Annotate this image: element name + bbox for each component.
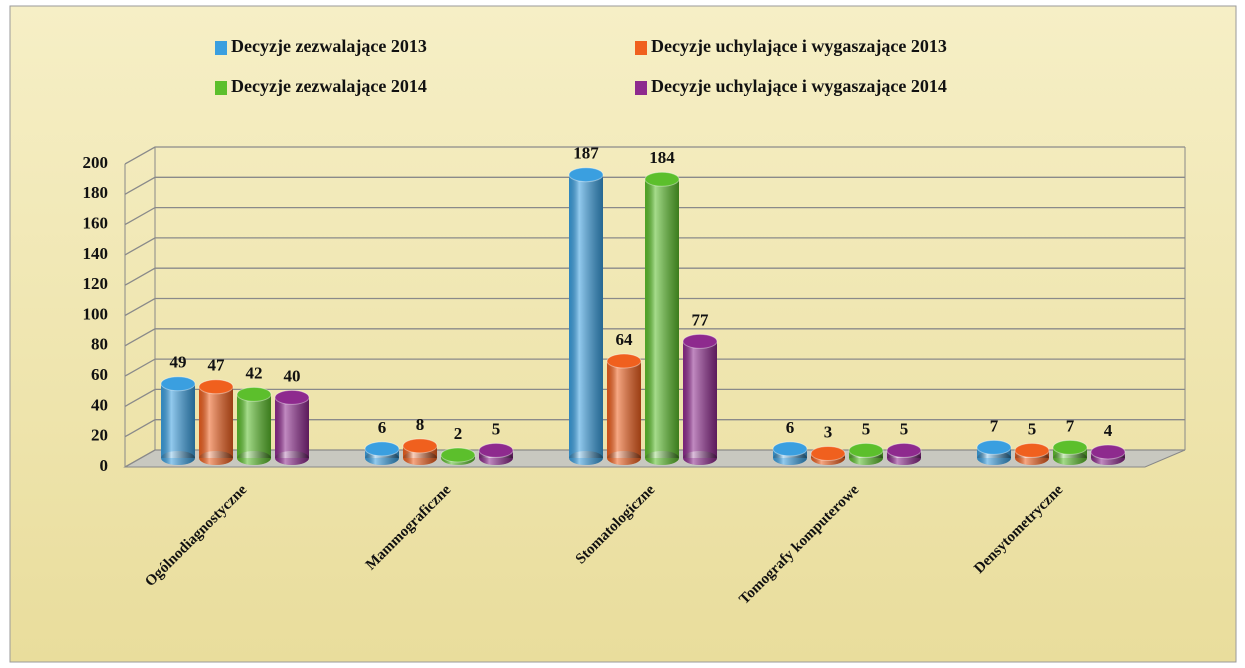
data-label: 5 bbox=[492, 419, 501, 438]
legend-swatch bbox=[215, 81, 227, 95]
y-tick-label: 100 bbox=[83, 304, 109, 323]
bar-top bbox=[1052, 439, 1088, 455]
y-tick-label: 160 bbox=[83, 214, 109, 233]
y-tick-label: 40 bbox=[91, 395, 108, 414]
bar-top bbox=[364, 441, 400, 457]
data-label: 6 bbox=[378, 418, 387, 437]
y-tick-label: 120 bbox=[83, 274, 109, 293]
bar-top bbox=[772, 441, 808, 457]
y-tick-label: 200 bbox=[83, 153, 109, 172]
bar-base-shade bbox=[403, 451, 437, 465]
data-label: 6 bbox=[786, 418, 795, 437]
grid-line bbox=[124, 419, 1185, 438]
grid-line bbox=[124, 328, 1185, 347]
bar-top bbox=[236, 386, 272, 402]
y-tick-label: 80 bbox=[91, 335, 108, 354]
bar-shade bbox=[275, 397, 309, 458]
bar-shade bbox=[607, 361, 641, 458]
bar-shade bbox=[161, 383, 195, 458]
data-label: 7 bbox=[1066, 416, 1075, 435]
data-label: 3 bbox=[824, 422, 833, 441]
data-label: 64 bbox=[616, 330, 634, 349]
grid-line bbox=[124, 358, 1185, 377]
y-tick-label: 20 bbox=[91, 426, 108, 445]
bar-shade bbox=[237, 394, 271, 458]
legend-swatch bbox=[215, 41, 227, 55]
grid-line bbox=[124, 267, 1185, 286]
bar-top bbox=[810, 445, 846, 461]
bar-base-shade bbox=[645, 451, 679, 465]
bar-top bbox=[886, 442, 922, 458]
data-label: 5 bbox=[900, 419, 909, 438]
data-label: 40 bbox=[284, 366, 301, 385]
grid-line bbox=[124, 297, 1185, 317]
data-label: 187 bbox=[573, 144, 599, 163]
data-label: 7 bbox=[990, 416, 999, 435]
grid-line bbox=[124, 388, 1185, 407]
bar-top bbox=[682, 333, 718, 349]
bar-top bbox=[1090, 444, 1126, 460]
data-label: 4 bbox=[1104, 421, 1113, 440]
bar-top bbox=[440, 447, 476, 463]
y-tick-label: 0 bbox=[100, 456, 109, 475]
bar-base-shade bbox=[607, 451, 641, 465]
bar-top bbox=[976, 439, 1012, 455]
bar-top bbox=[402, 438, 438, 454]
chart-area bbox=[9, 5, 1237, 663]
bar-top bbox=[274, 389, 310, 405]
data-label: 49 bbox=[170, 353, 187, 372]
bar-top bbox=[160, 376, 196, 392]
bar-base-shade bbox=[569, 451, 603, 465]
grid-line bbox=[124, 206, 1185, 226]
y-tick-label: 180 bbox=[83, 183, 109, 202]
grid-line bbox=[124, 237, 1185, 256]
y-tick-label: 140 bbox=[83, 244, 109, 263]
data-label: 184 bbox=[649, 148, 675, 167]
y-tick-label: 60 bbox=[91, 365, 108, 384]
legend-label: Decyzje zezwalające 2013 bbox=[231, 36, 427, 56]
bar-shade bbox=[683, 341, 717, 458]
bar-top bbox=[644, 171, 680, 187]
legend-label: Decyzje uchylające i wygaszające 2014 bbox=[651, 76, 947, 96]
data-label: 8 bbox=[416, 415, 425, 434]
data-label: 2 bbox=[454, 424, 463, 443]
bar-base-shade bbox=[683, 451, 717, 465]
data-label: 5 bbox=[1028, 419, 1037, 438]
data-label: 77 bbox=[692, 310, 710, 329]
grid-line bbox=[124, 146, 1185, 165]
data-label: 5 bbox=[862, 419, 871, 438]
legend-label: Decyzje zezwalające 2014 bbox=[231, 76, 427, 96]
bar-base-shade bbox=[199, 451, 233, 465]
data-label: 47 bbox=[208, 356, 226, 375]
legend-label: Decyzje uchylające i wygaszające 2013 bbox=[651, 36, 947, 56]
bar-base-shade bbox=[1053, 451, 1087, 465]
bar-base-shade bbox=[275, 451, 309, 465]
bar-base-shade bbox=[977, 451, 1011, 465]
bar-top bbox=[198, 379, 234, 395]
bar-top bbox=[606, 353, 642, 369]
grid-line bbox=[124, 176, 1185, 195]
bar-shade bbox=[645, 179, 679, 459]
bar-base-shade bbox=[237, 451, 271, 465]
legend-swatch bbox=[635, 81, 647, 95]
legend-swatch bbox=[635, 41, 647, 55]
bar-shade bbox=[199, 386, 233, 458]
bar-top bbox=[568, 167, 604, 183]
data-label: 42 bbox=[246, 363, 263, 382]
bar-top bbox=[1014, 442, 1050, 458]
bar-shade bbox=[569, 174, 603, 458]
bar-base-shade bbox=[161, 451, 195, 465]
bar-top bbox=[478, 442, 514, 458]
bar-top bbox=[848, 442, 884, 458]
